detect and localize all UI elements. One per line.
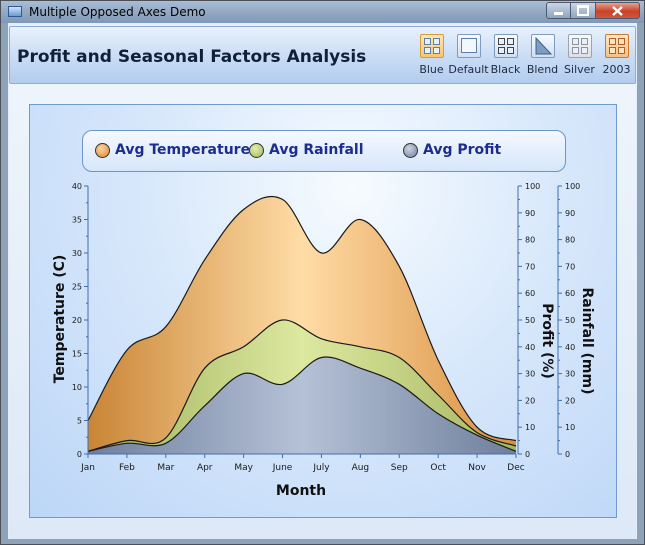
close-icon [612,5,623,16]
profit-axis-tick-label: 40 [525,343,535,352]
close-button[interactable] [596,2,640,19]
legend-item-rainfall[interactable]: Avg Rainfall [249,142,364,158]
profit-axis-tick-label: 20 [525,396,535,405]
series-line-temperature [87,195,517,442]
x-tick-label: Jan [80,463,95,473]
blue-theme-icon [419,34,444,58]
profit-axis-tick-label: 10 [525,423,535,432]
profit-axis-tick-label: 100 [525,182,540,191]
theme-label: 2003 [602,63,631,76]
rainfall-axis-tick-label: 10 [565,423,575,432]
rainfall-axis-tick-label: 80 [565,236,575,245]
rainfall-axis-tick-label: 100 [565,182,580,191]
maximize-icon [577,5,589,16]
temperature-axis-tick-label: 20 [72,316,82,325]
profit-axis-tick-label: 30 [525,370,535,379]
theme-selector: Blue Default Black [413,34,635,80]
x-axis-title: Month [276,483,326,499]
title-bar[interactable]: Multiple Opposed Axes Demo [1,1,644,23]
rainfall-axis-title: Rainfall (mm) [579,288,595,395]
theme-button-default[interactable]: Default [448,34,489,80]
rainfall-axis-tick-label: 20 [565,396,575,405]
rainfall-axis-tick-label: 70 [565,262,575,271]
series-line-profit [87,356,517,452]
left-axis-title: Temperature (C) [52,255,68,384]
x-tick-label: Feb [119,463,135,473]
silver-theme-icon [567,34,592,58]
profit-axis-tick-label: 90 [525,209,535,218]
rainfall-axis-tick-label: 60 [565,289,575,298]
chart-frame: Avg Temperature Avg Rainfall Avg Profit [29,104,617,518]
minimize-button[interactable] [546,2,571,19]
area-chart: Jan Feb Mar Apr May June July Aug Sep Oct Nov Dec05… [52,182,595,499]
x-tick-label: Oct [430,463,446,473]
temperature-axis-tick-label: 25 [72,283,82,292]
black-theme-icon [493,34,518,58]
legend-swatch-rainfall [249,142,264,158]
legend-swatch-temperature [95,142,110,158]
rainfall-axis-tick-label: 30 [565,370,575,379]
legend-item-temperature[interactable]: Avg Temperature [95,142,250,158]
temperature-axis-tick-label: 5 [77,417,82,426]
x-tick-label: Nov [468,463,486,473]
legend-item-profit[interactable]: Avg Profit [403,142,501,158]
theme-label: Blue [419,63,444,76]
theme-button-blue[interactable]: Blue [413,34,450,80]
rainfall-axis-tick-label: 90 [565,209,575,218]
ribbon-header: Profit and Seasonal Factors Analysis Blu… [9,26,636,84]
x-tick-label: Sep [391,463,408,473]
legend-label: Avg Temperature [115,142,251,158]
page-title: Profit and Seasonal Factors Analysis [17,47,367,67]
temperature-axis-tick-label: 10 [72,383,82,392]
legend-label: Avg Rainfall [269,142,364,158]
rainfall-axis-tick-label: 0 [565,450,570,459]
legend-label: Avg Profit [423,142,502,158]
temperature-axis-tick-label: 40 [72,182,82,191]
profit-axis-tick-label: 60 [525,289,535,298]
profit-axis-tick-label: 70 [525,262,535,271]
app-icon [8,6,22,17]
x-tick-label: July [312,463,330,473]
theme-button-black[interactable]: Black [487,34,524,80]
x-tick-label: Apr [197,463,213,473]
theme-label: Blend [526,63,559,76]
content-area: Avg Temperature Avg Rainfall Avg Profit [9,84,636,539]
temperature-axis-tick-label: 30 [72,249,82,258]
profit-axis-tick-label: 0 [525,450,530,459]
temperature-axis-tick-label: 15 [72,350,82,359]
blend-theme-icon [530,34,555,58]
x-tick-label: Mar [157,463,174,473]
x-tick-label: Aug [352,463,370,473]
chart-legend: Avg Temperature Avg Rainfall Avg Profit [82,130,566,172]
rainfall-axis-tick-label: 50 [565,316,575,325]
theme-label: Default [448,63,489,76]
x-tick-label: Dec [507,463,524,473]
theme-label: Black [490,63,521,76]
legend-swatch-profit [403,142,418,158]
profit-axis-tick-label: 80 [525,236,535,245]
profit-axis-title: Profit (%) [539,303,555,379]
x-tick-label: May [234,463,253,473]
default-theme-icon [456,34,481,58]
theme-button-silver[interactable]: Silver [561,34,598,80]
minimize-icon [554,12,563,15]
window-controls [546,2,640,20]
profit-axis-tick-label: 50 [525,316,535,325]
client-area: Profit and Seasonal Factors Analysis Blu… [8,23,637,539]
temperature-axis-tick-label: 35 [72,216,82,225]
maximize-button[interactable] [571,2,596,19]
window-title: Multiple Opposed Axes Demo [29,5,206,19]
rainfall-axis-tick-label: 40 [565,343,575,352]
office-2003-theme-icon [604,34,629,58]
series-area-profit [88,357,516,454]
theme-label: Silver [564,63,595,76]
temperature-axis-tick-label: 0 [77,450,82,459]
theme-button-blend[interactable]: Blend [524,34,561,80]
x-tick-label: June [272,463,293,473]
theme-button-2003[interactable]: 2003 [598,34,635,80]
series-line-rainfall [87,319,517,452]
